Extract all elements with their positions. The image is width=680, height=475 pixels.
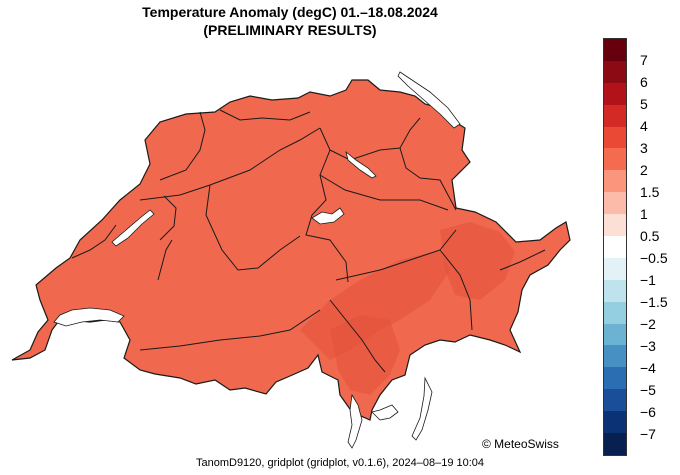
colorbar-tick-label: 5 — [640, 96, 648, 112]
colorbar-segment — [604, 214, 626, 237]
switzerland-outline — [11, 79, 571, 421]
colorbar-tick-label: −3 — [640, 338, 656, 354]
colorbar-segment — [604, 192, 626, 215]
lake-geneva — [53, 307, 125, 327]
colorbar-segment — [604, 345, 626, 368]
colorbar-tick-label: −2 — [640, 316, 656, 332]
colorbar-tick-label: −1.5 — [640, 294, 668, 310]
colorbar-segment — [604, 389, 626, 412]
colorbar-segment — [604, 411, 626, 434]
colorbar — [603, 38, 627, 456]
colorbar-tick-label: 0.5 — [640, 228, 660, 244]
colorbar-segment — [604, 104, 626, 127]
colorbar-tick-label: −0.5 — [640, 250, 668, 266]
colorbar-tick-label: 2 — [640, 162, 648, 178]
map-svg — [11, 71, 571, 449]
colorbar-segment — [604, 367, 626, 390]
colorbar-tick-label: 4 — [640, 118, 648, 134]
colorbar-tick-label: −6 — [640, 404, 656, 420]
colorbar-segment — [604, 279, 626, 302]
colorbar-segment — [604, 60, 626, 83]
lake-zurich — [345, 150, 377, 179]
canton-borders — [71, 109, 546, 373]
lake-lucerne — [311, 207, 345, 225]
map-title: Temperature Anomaly (degC) 01.–18.08.202… — [142, 4, 438, 20]
copyright-text: © MeteoSwiss — [482, 437, 559, 451]
colorbar-tick-label: −1 — [640, 272, 656, 288]
colorbar-segment — [604, 433, 626, 455]
map-subtitle: (PRELIMINARY RESULTS) — [203, 22, 377, 38]
colorbar-tick-label: 6 — [640, 74, 648, 90]
lake-lugano — [371, 404, 399, 421]
colorbar-tick-label: 7 — [640, 52, 648, 68]
colorbar-segment — [604, 301, 626, 324]
colorbar-segment — [604, 323, 626, 346]
colorbar-tick-label: −7 — [640, 426, 656, 442]
colorbar-segment — [604, 82, 626, 105]
colorbar-tick-label: −5 — [640, 382, 656, 398]
lake-como — [411, 376, 433, 441]
colorbar-tick-label: 3 — [640, 140, 648, 156]
colorbar-segment — [604, 148, 626, 171]
warm-patch-ticino — [330, 315, 400, 395]
colorbar-segment — [604, 236, 626, 258]
lakes — [53, 71, 461, 449]
lake-maggiore — [347, 393, 363, 449]
colorbar-segment — [604, 257, 626, 280]
lake-constance — [397, 71, 461, 129]
lake-neuchatel — [111, 209, 155, 247]
switzerland-map — [0, 44, 590, 449]
colorbar-tick-label: 1.5 — [640, 184, 660, 200]
footer-text: TanomD9120, gridplot (gridplot, v0.1.6),… — [195, 457, 485, 469]
colorbar-segment — [604, 126, 626, 149]
warm-patch-graubuenden — [440, 222, 515, 300]
colorbar-tick-label: −4 — [640, 360, 656, 376]
colorbar-segment — [604, 39, 626, 61]
colorbar-tick-label: 1 — [640, 206, 648, 222]
colorbar-segment — [604, 170, 626, 193]
